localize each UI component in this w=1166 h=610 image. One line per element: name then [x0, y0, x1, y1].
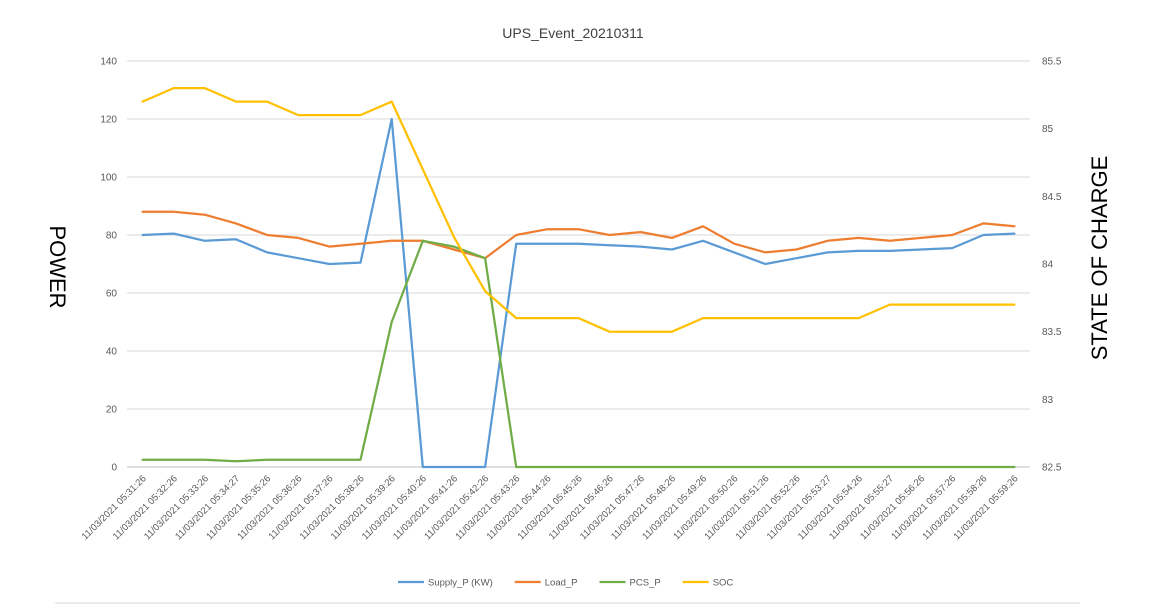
legend-label: Supply_P (KW)	[428, 578, 493, 589]
y-tick-label: 120	[100, 115, 117, 126]
series-lines	[141, 86, 1016, 469]
gridlines	[127, 60, 1030, 468]
series-line-soc	[141, 86, 1016, 333]
left-axis-ticks: 0 20 40 60 80 100 120 140	[100, 57, 117, 474]
left-axis-title: POWER	[45, 225, 70, 308]
legend-item: Supply_P (KW)	[398, 578, 493, 589]
chart-title: UPS_Event_20210311	[502, 25, 644, 41]
y-tick-label: 40	[106, 347, 118, 358]
series-line-pcs-p	[141, 239, 1016, 469]
series-line-supply-p-kw	[141, 117, 1016, 469]
legend-label: SOC	[713, 578, 734, 589]
legend-item: SOC	[682, 578, 734, 589]
y-tick-label: 0	[111, 463, 117, 474]
y2-tick-label: 83.5	[1042, 327, 1062, 338]
legend-item: Load_P	[514, 578, 578, 589]
y-tick-label: 80	[106, 231, 118, 242]
legend: Supply_P (KW) Load_P PCS_P SOC	[398, 578, 733, 589]
y-tick-label: 140	[100, 57, 117, 68]
y-tick-label: 100	[100, 173, 117, 184]
right-axis-ticks: 82.5 83 83.5 84 84.5 85 85.5	[1042, 57, 1062, 474]
y2-tick-label: 85.5	[1042, 57, 1062, 68]
right-axis-title: STATE OF CHARGE	[1087, 156, 1112, 361]
legend-item: PCS_P	[599, 578, 661, 589]
y2-tick-label: 82.5	[1042, 463, 1062, 474]
y-tick-label: 60	[106, 289, 118, 300]
y2-tick-label: 83	[1042, 395, 1054, 406]
legend-label: PCS_P	[630, 578, 661, 589]
y2-tick-label: 84	[1042, 260, 1054, 271]
legend-label: Load_P	[545, 578, 578, 589]
series-line-load-p	[141, 210, 1016, 260]
y-tick-label: 20	[106, 405, 118, 416]
y2-tick-label: 85	[1042, 124, 1054, 135]
y2-tick-label: 84.5	[1042, 192, 1062, 203]
